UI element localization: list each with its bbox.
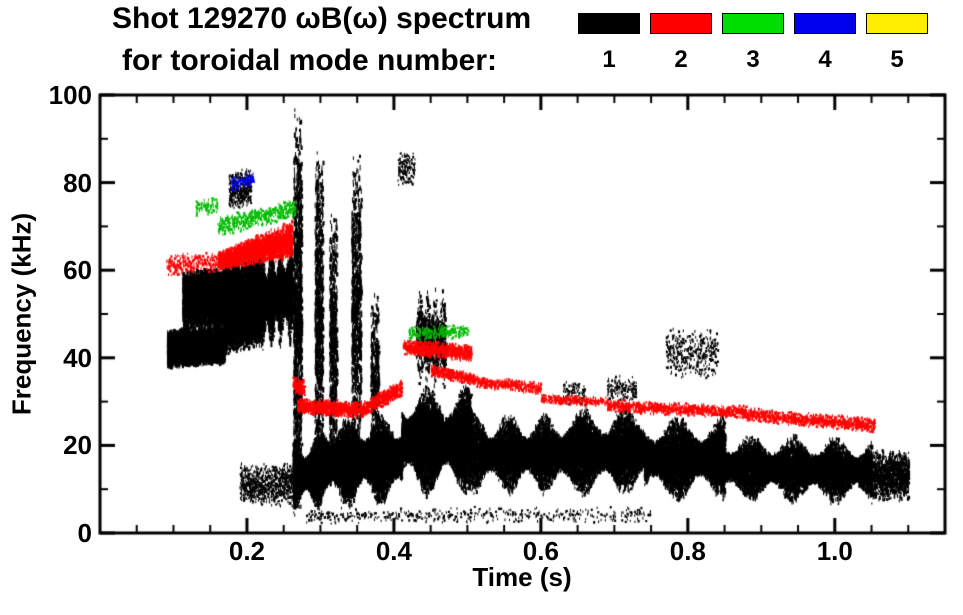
x-axis-label: Time (s) xyxy=(472,562,572,592)
x-tick-label: 0.2 xyxy=(228,536,266,566)
legend-item-n2: 2 xyxy=(650,13,712,72)
y-tick-label: 20 xyxy=(63,430,92,461)
legend-swatch xyxy=(866,13,928,34)
legend-label: 5 xyxy=(890,46,904,73)
y-tick-label: 40 xyxy=(63,342,92,373)
x-tick-label: 1.0 xyxy=(816,536,853,566)
legend-swatch xyxy=(722,13,784,34)
legend-item-n3: 3 xyxy=(722,13,784,72)
legend-item-n4: 4 xyxy=(794,13,856,72)
legend-swatch xyxy=(578,13,640,34)
chart-title: Shot 129270 ωB(ω) spectrum xyxy=(112,2,532,35)
legend-label: 4 xyxy=(818,46,832,73)
x-tick-label: 0.4 xyxy=(375,536,412,566)
y-tick-label: 0 xyxy=(77,518,92,548)
legend-label: 2 xyxy=(674,46,688,73)
legend-item-n1: 1 xyxy=(578,13,640,72)
x-tick-label: 0.6 xyxy=(522,536,559,566)
y-axis-label: Frequency (kHz) xyxy=(6,212,37,416)
legend-label: 1 xyxy=(602,46,616,73)
legend-swatch xyxy=(650,13,712,34)
legend-label: 3 xyxy=(746,46,760,73)
y-tick-label: 60 xyxy=(63,255,92,286)
chart-subtitle: for toroidal mode number: xyxy=(122,44,497,77)
legend-item-n5: 5 xyxy=(866,13,928,72)
y-tick-label: 80 xyxy=(63,167,92,198)
y-tick-label: 100 xyxy=(48,80,92,110)
x-tick-label: 0.8 xyxy=(669,536,706,566)
mode-legend: 1 2 3 4 5 xyxy=(578,13,928,72)
legend-swatch xyxy=(794,13,856,34)
